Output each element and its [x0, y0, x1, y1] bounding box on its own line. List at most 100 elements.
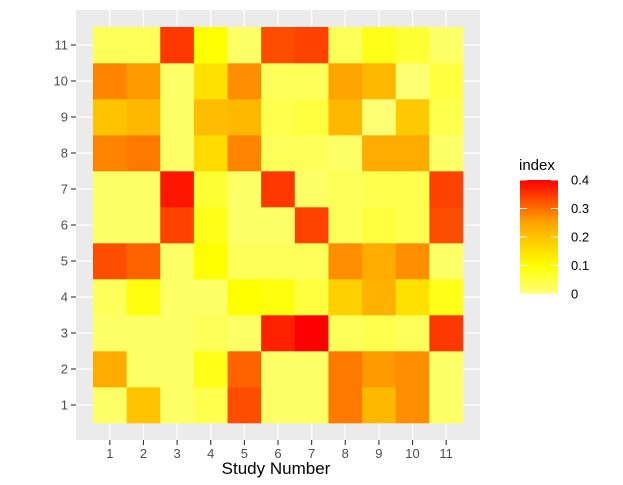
heatmap-cell: [93, 279, 127, 316]
heatmap-cell: [126, 279, 161, 316]
heatmap-cell: [362, 63, 397, 100]
heatmap-cell: [294, 351, 329, 388]
heatmap-cell: [126, 27, 161, 64]
heatmap-cell: [294, 171, 329, 208]
heatmap-cell: [294, 135, 329, 172]
heatmap-cell: [126, 315, 161, 352]
heatmap-cell: [395, 135, 430, 172]
legend-tick-label: 0.4: [571, 173, 589, 188]
heatmap-cell: [126, 243, 161, 280]
heatmap-cell: [193, 243, 228, 280]
heatmap-cell: [160, 135, 195, 172]
heatmap-cell: [126, 387, 161, 424]
heatmap-cell: [227, 171, 262, 208]
heatmap-cell: [261, 207, 296, 244]
heatmap-cell: [362, 243, 397, 280]
heatmap-cell: [193, 387, 228, 424]
heatmap-cell: [362, 99, 397, 136]
heatmap-cell: [193, 99, 228, 136]
heatmap-cell: [294, 279, 329, 316]
heatmap-cell: [328, 387, 363, 424]
heatmap-cells: [93, 27, 464, 424]
y-tick-label: 4: [61, 290, 68, 305]
x-axis-title: Study Number: [222, 459, 331, 478]
y-tick-label: 2: [61, 362, 68, 377]
heatmap-cell: [395, 171, 430, 208]
heatmap-cell: [429, 99, 464, 136]
heatmap-cell: [294, 315, 329, 352]
heatmap-cell: [126, 351, 161, 388]
heatmap-cell: [227, 63, 262, 100]
heatmap-cell: [126, 99, 161, 136]
legend-tick-label: 0.2: [571, 230, 589, 245]
x-tick-label: 8: [342, 446, 349, 461]
y-tick-label: 10: [54, 74, 68, 89]
heatmap-cell: [328, 63, 363, 100]
heatmap-cell: [227, 27, 262, 64]
legend-tick-label: 0.3: [571, 201, 589, 216]
heatmap-cell: [429, 207, 464, 244]
heatmap-cell: [362, 135, 397, 172]
x-tick-label: 1: [106, 446, 113, 461]
heatmap-cell: [261, 99, 296, 136]
heatmap-cell: [193, 171, 228, 208]
heatmap-cell: [261, 315, 296, 352]
heatmap-cell: [429, 63, 464, 100]
heatmap-cell: [261, 63, 296, 100]
heatmap-cell: [160, 207, 195, 244]
heatmap-cell: [227, 351, 262, 388]
heatmap-cell: [160, 315, 195, 352]
heatmap-cell: [93, 99, 127, 136]
heatmap-cell: [328, 135, 363, 172]
heatmap-cell: [429, 315, 464, 352]
heatmap-cell: [160, 63, 195, 100]
heatmap-cell: [193, 351, 228, 388]
heatmap-cell: [429, 171, 464, 208]
legend-title: index: [519, 157, 555, 174]
heatmap-cell: [294, 243, 329, 280]
heatmap-cell: [227, 279, 262, 316]
heatmap-cell: [294, 387, 329, 424]
heatmap-cell: [193, 315, 228, 352]
heatmap-cell: [193, 279, 228, 316]
heatmap-cell: [160, 27, 195, 64]
heatmap-cell: [160, 351, 195, 388]
heatmap-cell: [227, 315, 262, 352]
heatmap-cell: [93, 315, 127, 352]
x-tick-label: 2: [140, 446, 147, 461]
x-axis: 1 2 3 4 5 6 7 8 9 10 11: [106, 440, 453, 461]
heatmap-cell: [93, 207, 127, 244]
y-tick-label: 1: [61, 398, 68, 413]
heatmap-cell: [328, 243, 363, 280]
y-tick-label: 5: [61, 254, 68, 269]
x-tick-label: 7: [308, 446, 315, 461]
heatmap-cell: [429, 279, 464, 316]
heatmap-cell: [362, 279, 397, 316]
heatmap-cell: [395, 27, 430, 64]
heatmap-cell: [395, 207, 430, 244]
heatmap-cell: [261, 387, 296, 424]
heatmap-cell: [328, 279, 363, 316]
heatmap-cell: [193, 135, 228, 172]
heatmap-cell: [429, 387, 464, 424]
heatmap-cell: [126, 171, 161, 208]
x-tick-label: 11: [439, 446, 453, 461]
heatmap-cell: [261, 171, 296, 208]
heatmap-cell: [93, 171, 127, 208]
heatmap-cell: [160, 243, 195, 280]
heatmap-cell: [362, 207, 397, 244]
x-tick-label: 6: [274, 446, 281, 461]
heatmap-cell: [328, 171, 363, 208]
heatmap-cell: [261, 243, 296, 280]
heatmap-cell: [395, 63, 430, 100]
heatmap-cell: [395, 243, 430, 280]
x-tick-label: 5: [241, 446, 248, 461]
y-axis: 1 2 3 4 5 6 7 8 9 10 11: [54, 38, 76, 413]
y-tick-label: 11: [55, 38, 69, 53]
heatmap-cell: [429, 27, 464, 64]
heatmap-cell: [328, 207, 363, 244]
heatmap-cell: [362, 27, 397, 64]
heatmap-cell: [227, 207, 262, 244]
y-tick-label: 9: [61, 110, 68, 125]
heatmap-cell: [126, 63, 161, 100]
